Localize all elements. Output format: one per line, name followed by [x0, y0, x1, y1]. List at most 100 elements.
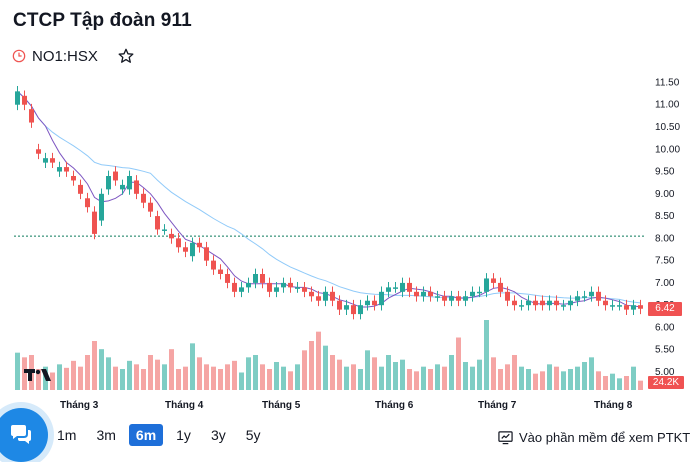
- candle-body: [575, 296, 580, 301]
- chat-button[interactable]: [0, 408, 48, 462]
- y-tick-label: 10.50: [655, 122, 680, 133]
- volume-bar: [106, 357, 111, 390]
- range-6m[interactable]: 6m: [128, 424, 164, 446]
- range-1m[interactable]: 1m: [57, 427, 77, 443]
- candle-body: [15, 91, 20, 105]
- range-1y[interactable]: 1y: [176, 427, 191, 443]
- candle-body: [491, 278, 496, 283]
- volume-bar: [512, 355, 517, 390]
- price-chart[interactable]: 11.50 11.00 10.50 10.00 9.50 9.00 8.50 8.00 7.50…: [0, 70, 700, 411]
- volume-bar: [568, 369, 573, 390]
- candle-body: [64, 167, 69, 172]
- candle-body: [169, 233, 174, 239]
- candle-body: [302, 287, 307, 292]
- volume-bar: [484, 320, 489, 390]
- range-5y[interactable]: 5y: [245, 427, 261, 443]
- candle-body: [414, 291, 419, 297]
- volume-bar: [442, 366, 447, 390]
- volume-bar: [15, 352, 20, 390]
- moving-average-long: [17, 91, 641, 304]
- y-tick-label: 5.50: [655, 345, 675, 356]
- candle-body: [190, 242, 195, 257]
- candle-body: [29, 109, 34, 123]
- candle-body: [456, 296, 461, 301]
- volume-bar: [302, 350, 307, 390]
- company-title: CTCP Tập đoàn 911: [13, 10, 192, 31]
- volume-bar: [463, 362, 468, 390]
- candle-body: [568, 300, 573, 306]
- volume-bar: [603, 376, 608, 390]
- candle-body: [176, 238, 181, 248]
- star-icon[interactable]: [118, 48, 134, 64]
- candlestick-chart[interactable]: 11.50 11.00 10.50 10.00 9.50 9.00 8.50 8.00 7.50…: [0, 70, 700, 415]
- candle-body: [372, 300, 377, 306]
- volume-bar: [414, 371, 419, 390]
- volume-bar: [386, 355, 391, 390]
- candle-body: [155, 216, 160, 230]
- candle-body: [358, 305, 363, 315]
- candle-body: [596, 291, 601, 301]
- candle-body: [239, 287, 244, 292]
- volume-bar: [141, 369, 146, 390]
- y-tick-label: 6.00: [655, 322, 675, 333]
- volume-bar: [372, 357, 377, 390]
- volume-bar: [246, 357, 251, 390]
- volume-bar: [428, 369, 433, 390]
- volume-bar: [526, 369, 531, 390]
- candle-body: [561, 305, 566, 307]
- volume-bar: [57, 364, 62, 390]
- volume-bar: [358, 369, 363, 390]
- volume-bar: [575, 366, 580, 390]
- y-tick-label: 11.50: [655, 77, 680, 88]
- volume-bar: [225, 364, 230, 390]
- volume-bar: [540, 371, 545, 390]
- candle-body: [120, 184, 125, 190]
- volume-bar: [22, 357, 27, 390]
- candle-body: [519, 305, 524, 307]
- volume-bar: [267, 369, 272, 390]
- candle-body: [582, 296, 587, 298]
- x-tick-label: Tháng 3: [60, 400, 99, 411]
- volume-bar: [323, 345, 328, 390]
- y-tick-label: 9.50: [655, 167, 675, 178]
- candle-body: [22, 95, 27, 105]
- volume-bar: [582, 362, 587, 390]
- volume-bar: [127, 360, 132, 390]
- technical-analysis-link[interactable]: Vào phần mềm để xem PTKT: [498, 430, 690, 445]
- candle-body: [484, 278, 489, 292]
- chart-window-icon: [498, 431, 513, 445]
- volume-bar: [624, 376, 629, 390]
- volume-bar: [120, 369, 125, 390]
- candle-body: [183, 247, 188, 252]
- candle-body: [435, 296, 440, 298]
- volume-bar: [295, 364, 300, 390]
- y-tick-label: 7.50: [655, 256, 675, 267]
- volume-bar: [71, 360, 76, 390]
- tradingview-logo-icon: [24, 369, 51, 381]
- volume-bar: [155, 359, 160, 390]
- range-3y[interactable]: 3y: [210, 427, 226, 443]
- candle-body: [99, 193, 104, 221]
- y-tick-label: 8.00: [655, 233, 675, 244]
- candle-body: [638, 305, 643, 309]
- candle-body: [477, 291, 482, 294]
- candle-body: [330, 291, 335, 301]
- x-tick-label: Tháng 4: [165, 400, 204, 411]
- volume-bar: [638, 380, 643, 390]
- volume-bar: [190, 343, 195, 390]
- candle-body: [218, 269, 223, 274]
- candle-body: [211, 260, 216, 270]
- candle-body: [274, 287, 279, 292]
- volume-bar: [393, 362, 398, 390]
- volume-bar: [344, 366, 349, 390]
- range-3m[interactable]: 3m: [96, 427, 116, 443]
- volume-bar: [330, 355, 335, 390]
- candle-body: [498, 282, 503, 292]
- candle-body: [526, 300, 531, 306]
- candle-body: [386, 287, 391, 292]
- candle-body: [533, 300, 538, 306]
- volume-bar: [211, 366, 216, 390]
- volume-bar: [281, 366, 286, 390]
- candle-body: [50, 158, 55, 163]
- volume-bar: [351, 364, 356, 390]
